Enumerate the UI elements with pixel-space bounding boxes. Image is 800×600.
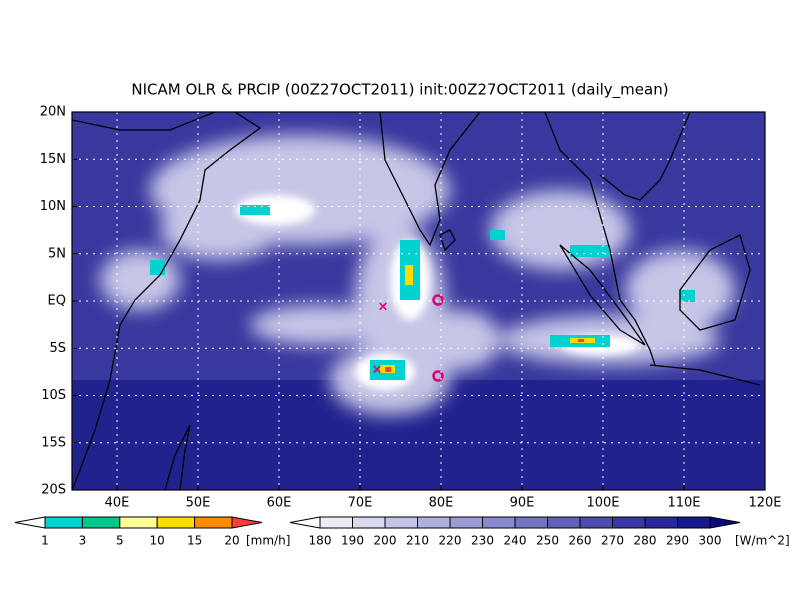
colorbar-box	[81, 516, 121, 529]
colorbar-high	[709, 516, 741, 529]
colorbar-unit: [mm/h]	[246, 534, 290, 548]
colorbar-label: 180	[309, 534, 332, 548]
colorbar-label: 260	[569, 534, 592, 548]
colorbar-label: 220	[439, 534, 462, 548]
colorbar-low	[289, 516, 321, 529]
lon-label: 110E	[667, 496, 700, 511]
colorbar-box	[119, 516, 158, 529]
lat-label: 15N	[40, 152, 66, 167]
lat-label: 10N	[40, 199, 66, 214]
colorbar-box	[514, 516, 548, 529]
colorbar-low	[14, 516, 46, 529]
colorbar-label: 250	[536, 534, 559, 548]
coastlines	[72, 112, 761, 490]
colorbar-box	[644, 516, 678, 529]
lat-label: 10S	[41, 388, 66, 403]
colorbar-label: 240	[504, 534, 527, 548]
colorbar-box	[156, 516, 196, 529]
lat-label: 5N	[48, 246, 66, 261]
colorbar-label: 290	[666, 534, 689, 548]
lon-label: 120E	[748, 496, 781, 511]
colorbar-label: 210	[406, 534, 429, 548]
colorbar-label: 3	[79, 534, 87, 548]
colorbar-box	[384, 516, 418, 529]
marker-x: ×	[378, 300, 389, 315]
lon-label: 70E	[348, 496, 373, 511]
colorbar-label: 20	[224, 534, 239, 548]
olr-field: × ×	[72, 112, 765, 490]
lat-label: 5S	[49, 341, 66, 356]
marker-o	[432, 294, 444, 306]
colorbar-label: 280	[634, 534, 657, 548]
colorbar-label: 10	[150, 534, 165, 548]
colorbar-box	[417, 516, 451, 529]
colorbar-box	[319, 516, 353, 529]
colorbar-label: 230	[471, 534, 494, 548]
colorbar-box	[194, 516, 233, 529]
colorbars: 1 3 5 10 15 20 [mm/h] 180 190 200 210 220 230 240 250 2…	[14, 516, 790, 548]
grid: 40E 50E 60E 70E 80E 90E 100E 110E 120E 20N 15N 10N 5…	[40, 105, 782, 511]
colorbar-label: 200	[374, 534, 397, 548]
lon-label: 50E	[186, 496, 211, 511]
colorbar-label: 270	[601, 534, 624, 548]
colorbar-high	[231, 516, 263, 529]
lon-label: 40E	[105, 496, 130, 511]
marker-o	[432, 370, 444, 382]
lon-label: 60E	[267, 496, 292, 511]
lat-label: 20N	[40, 105, 66, 120]
colorbar-label: 15	[187, 534, 202, 548]
lat-label: 15S	[41, 435, 66, 450]
colorbar-unit: [W/m^2]	[735, 534, 790, 548]
lat-label: 20S	[41, 483, 66, 498]
colorbar-box	[579, 516, 613, 529]
colorbar-label: 190	[341, 534, 364, 548]
colorbar-label: 5	[116, 534, 124, 548]
lon-label: 80E	[429, 496, 454, 511]
colorbar-box	[677, 516, 711, 529]
lon-label: 100E	[586, 496, 619, 511]
marker-x: ×	[372, 363, 383, 378]
lat-label: EQ	[48, 294, 66, 309]
lon-label: 90E	[510, 496, 535, 511]
colorbar-box	[482, 516, 516, 529]
map-frame	[71, 111, 766, 491]
colorbar-box	[547, 516, 581, 529]
colorbar-label: 300	[699, 534, 722, 548]
colorbar-label: 1	[41, 534, 49, 548]
colorbar-box	[352, 516, 386, 529]
map-title: NICAM OLR & PRCIP (00Z27OCT2011) init:00…	[131, 81, 668, 100]
colorbar-box	[612, 516, 646, 529]
colorbar-box	[449, 516, 483, 529]
colorbar-box	[44, 516, 83, 529]
